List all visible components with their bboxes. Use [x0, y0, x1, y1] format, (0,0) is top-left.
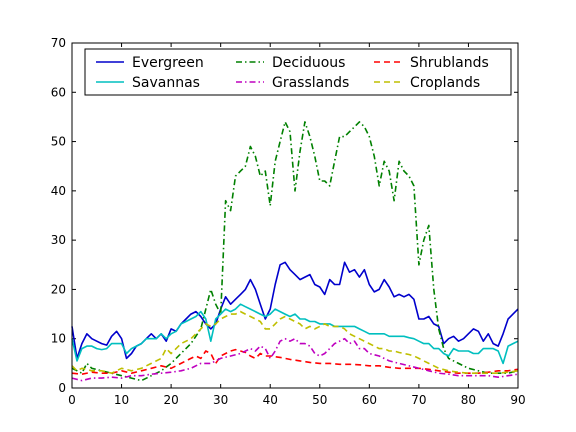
series-lines [71, 121, 519, 382]
y-tick-label: 70 [51, 36, 66, 50]
legend-label-evergreen: Evergreen [132, 55, 204, 71]
legend-label-croplands: Croplands [410, 75, 480, 91]
legend-label-grasslands: Grasslands [272, 75, 349, 91]
x-tick-label: 40 [263, 393, 278, 407]
series-line-savannas [71, 303, 519, 365]
x-tick-label: 80 [461, 393, 476, 407]
series-line-croplands [71, 310, 519, 374]
x-axis: 0 10 20 30 40 50 60 70 80 90 [68, 43, 526, 407]
x-tick-label: 30 [213, 393, 228, 407]
x-tick-label: 90 [510, 393, 525, 407]
x-tick-label: 50 [312, 393, 327, 407]
x-tick-label: 60 [362, 393, 377, 407]
y-tick-label: 0 [58, 381, 66, 395]
y-tick-label: 40 [51, 184, 66, 198]
series-line-shrublands [71, 348, 519, 375]
legend: Evergreen Deciduous Shrublands Savannas Gras… [84, 48, 512, 96]
plot-frame [71, 42, 519, 389]
x-tick-label: 0 [68, 393, 76, 407]
y-tick-label: 50 [51, 135, 66, 149]
legend-label-savannas: Savannas [132, 75, 200, 91]
legend-label-deciduous: Deciduous [272, 55, 345, 71]
x-tick-label: 70 [411, 393, 426, 407]
y-tick-label: 20 [51, 282, 66, 296]
y-tick-label: 30 [51, 233, 66, 247]
series-line-grasslands [71, 337, 519, 382]
legend-label-shrublands: Shrublands [410, 55, 489, 71]
series-line-deciduous [71, 121, 519, 382]
x-tick-label: 20 [163, 393, 178, 407]
x-tick-label: 10 [114, 393, 129, 407]
y-tick-label: 10 [51, 332, 66, 346]
legend-box [84, 48, 512, 96]
y-tick-label: 60 [51, 85, 66, 99]
